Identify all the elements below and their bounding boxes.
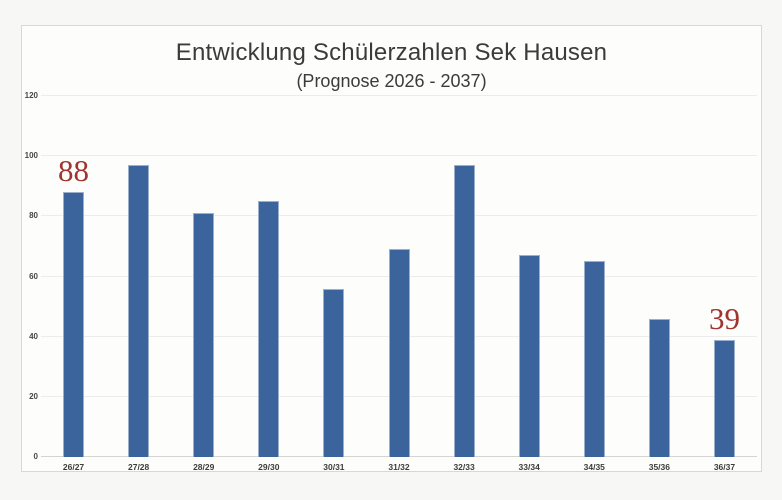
gridline xyxy=(41,215,757,217)
gridline xyxy=(41,95,757,96)
y-tick-label: 20 xyxy=(29,391,38,401)
bar xyxy=(648,318,670,457)
x-tick-label: 27/28 xyxy=(127,462,150,472)
x-tick-label: 28/29 xyxy=(193,462,215,472)
x-tick-label: 36/37 xyxy=(713,462,736,472)
gridline xyxy=(41,155,757,157)
x-tick-label: 26/27 xyxy=(62,462,85,472)
bar-data-label: 39 xyxy=(708,300,740,336)
x-axis: 26/27 27/28 28/29 29/30 30/31 31/32 32/33 33/34… xyxy=(41,460,757,474)
x-tick-label: 33/34 xyxy=(518,462,540,472)
y-tick-label: 0 xyxy=(33,452,38,461)
x-tick-label: 34/35 xyxy=(583,462,605,472)
x-tick-label: 29/30 xyxy=(258,462,280,472)
x-tick-label: 32/33 xyxy=(453,462,475,472)
x-tick-label: 31/32 xyxy=(388,462,410,472)
y-tick-label: 120 xyxy=(24,91,38,100)
y-axis: 0 20 40 60 80 100 120 xyxy=(22,91,39,461)
bar xyxy=(583,261,605,457)
chart-subtitle: (Prognose 2026 - 2037) xyxy=(296,71,487,91)
x-tick-label: 35/36 xyxy=(648,462,670,472)
bar xyxy=(518,255,540,457)
bar-data-label: 88 xyxy=(58,153,90,189)
y-tick-label: 100 xyxy=(24,151,38,161)
plot-area: 88 39 xyxy=(41,95,757,457)
chart-frame: Entwicklung Schülerzahlen Sek Hausen (Pr… xyxy=(21,25,762,472)
chart-title: Entwicklung Schülerzahlen Sek Hausen xyxy=(175,39,608,66)
bar xyxy=(453,165,475,457)
bar xyxy=(128,165,150,457)
bar xyxy=(193,213,215,457)
y-tick-label: 80 xyxy=(29,211,38,221)
bar xyxy=(713,339,735,457)
bar xyxy=(323,288,345,457)
bar xyxy=(388,249,410,457)
y-tick-label: 60 xyxy=(29,271,38,281)
x-tick-label: 30/31 xyxy=(323,462,345,472)
bar xyxy=(63,192,85,457)
bar xyxy=(258,201,280,457)
y-tick-label: 40 xyxy=(29,331,38,341)
